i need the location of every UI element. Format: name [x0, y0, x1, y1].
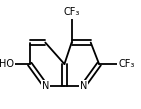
Text: HO: HO: [0, 59, 14, 69]
Text: CF₃: CF₃: [63, 7, 80, 17]
Text: N: N: [80, 81, 87, 91]
Text: CF₃: CF₃: [118, 59, 135, 69]
Text: N: N: [42, 81, 49, 91]
